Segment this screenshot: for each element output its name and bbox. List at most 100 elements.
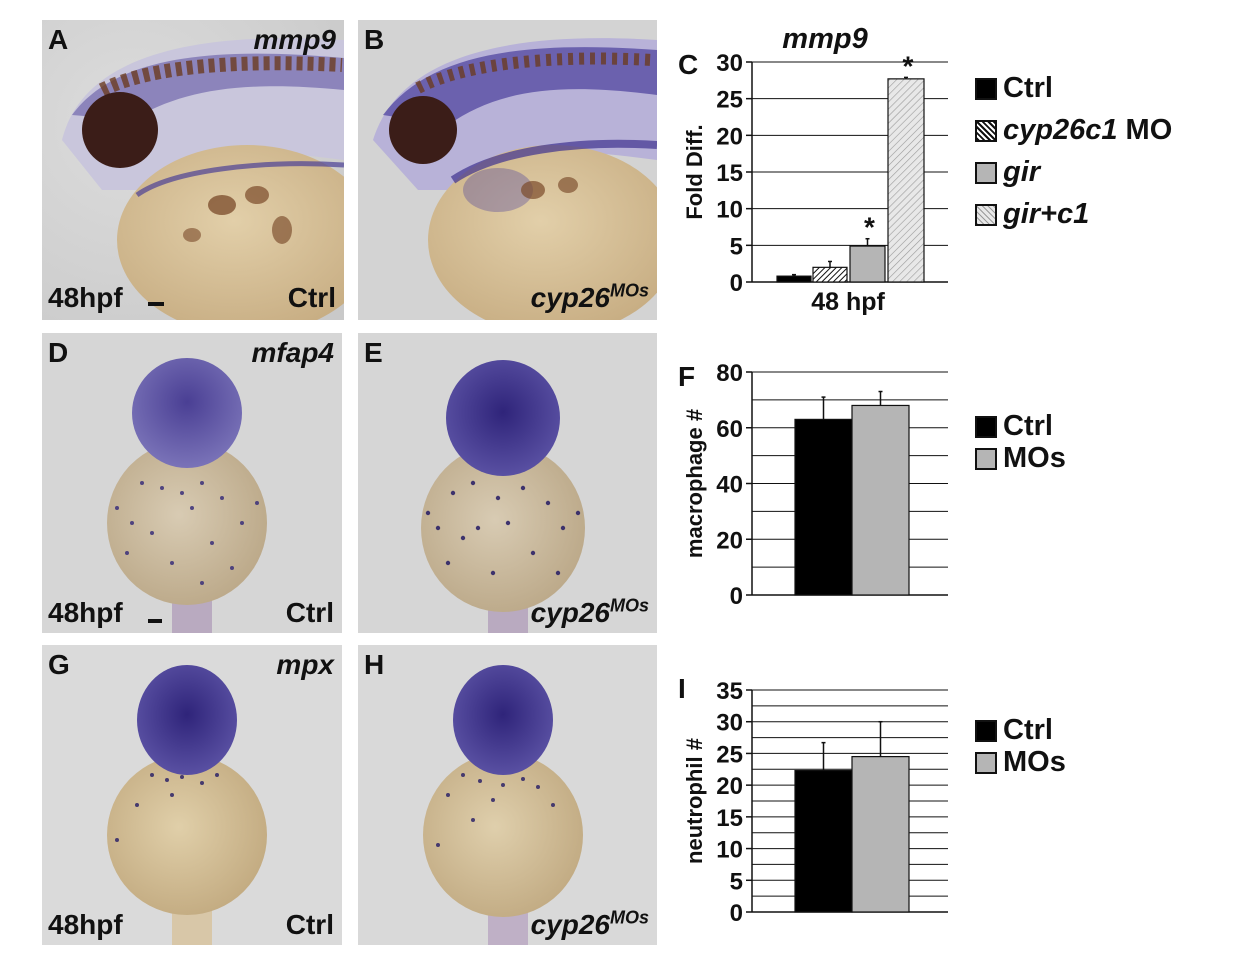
- legend-label: gir: [1003, 156, 1041, 188]
- panel-a-photo: A mmp9 48hpf Ctrl: [42, 20, 344, 320]
- y-tick-label: 0: [730, 270, 743, 297]
- panel-letter: G: [48, 649, 70, 680]
- legend-item: Ctrl: [975, 716, 1053, 745]
- panel-b-photo: B cyp26MOs: [358, 20, 657, 320]
- y-tick-label: 0: [730, 583, 743, 610]
- condition-text: cyp26: [530, 597, 610, 628]
- condition-label: cyp26MOs: [530, 595, 649, 628]
- legend-label: MOs: [1003, 442, 1066, 474]
- embryo-lateral-image: [358, 20, 657, 320]
- y-axis-label: macrophage #: [682, 409, 707, 558]
- y-tick-label: 20: [716, 527, 743, 554]
- panel-letter: C: [678, 49, 698, 80]
- legend-label: MO: [1117, 114, 1173, 146]
- legend-label: Ctrl: [1003, 410, 1053, 442]
- legend-swatch: [975, 447, 997, 470]
- stage-label: 48hpf: [48, 282, 123, 313]
- condition-text: cyp26: [530, 282, 610, 313]
- condition-label: Ctrl: [285, 909, 334, 940]
- panel-letter: I: [678, 673, 686, 704]
- y-tick-label: 30: [716, 50, 743, 77]
- condition-superscript: MOs: [609, 280, 649, 301]
- y-tick-label: 80: [716, 360, 743, 387]
- y-tick-label: 5: [730, 233, 743, 260]
- y-tick-label: 25: [716, 741, 743, 768]
- legend-item: MOs: [975, 748, 1066, 777]
- significance-star: *: [903, 50, 914, 81]
- condition-superscript: MOs: [609, 595, 649, 616]
- embryo-lateral-image: [42, 20, 344, 320]
- y-tick-label: 30: [716, 710, 743, 737]
- legend-item: gir: [975, 158, 1040, 187]
- legend-swatch: [975, 719, 997, 742]
- x-axis-label: 48 hpf: [811, 288, 885, 316]
- legend-item: Ctrl: [975, 412, 1053, 441]
- y-tick-label: 60: [716, 416, 743, 443]
- panel-letter: D: [48, 337, 69, 368]
- condition-label: cyp26MOs: [530, 280, 649, 313]
- stage-label: 48hpf: [48, 909, 123, 940]
- significance-star: *: [864, 212, 875, 243]
- legend-item: Ctrl: [975, 74, 1053, 103]
- panel-h-photo: H cyp26MOs: [358, 645, 657, 945]
- probe-label: mmp9: [253, 24, 336, 55]
- legend-swatch: [975, 415, 997, 438]
- legend-swatch: [975, 77, 997, 100]
- legend-swatch: [975, 119, 997, 142]
- condition-label: cyp26MOs: [530, 907, 649, 940]
- embryo-dorsal-image: [358, 645, 657, 945]
- bar: [794, 418, 853, 596]
- y-tick-label: 20: [716, 123, 743, 150]
- embryo-dorsal-image: [358, 333, 657, 633]
- bar: [851, 404, 910, 596]
- legend-label: MOs: [1003, 746, 1066, 778]
- embryo-dorsal-image: [42, 333, 342, 633]
- panel-letter: E: [364, 337, 383, 368]
- probe-label: mfap4: [251, 337, 334, 368]
- chart-title: mmp9: [782, 23, 867, 55]
- condition-label: Ctrl: [285, 597, 334, 628]
- legend-item: MOs: [975, 444, 1066, 473]
- legend-swatch: [975, 203, 997, 226]
- panel-letter: F: [678, 361, 695, 392]
- bar: [851, 755, 910, 913]
- condition-superscript: MOs: [609, 907, 649, 928]
- panel-letter: H: [364, 649, 385, 680]
- y-tick-label: 25: [716, 87, 743, 114]
- y-tick-label: 20: [716, 773, 743, 800]
- legend-label: cyp26c1: [1003, 114, 1118, 146]
- embryo-dorsal-image: [42, 645, 342, 945]
- legend-swatch: [975, 161, 997, 184]
- chart-i: I 0 5 10 15 20 25 30 35 neutrophil #: [678, 673, 948, 927]
- scale-bar: [148, 302, 164, 306]
- bar: [776, 275, 812, 283]
- stage-label: 48hpf: [48, 597, 123, 628]
- y-tick-label: 35: [716, 678, 743, 705]
- scale-bar: [148, 619, 162, 623]
- y-tick-label: 10: [716, 197, 743, 224]
- legend-item: gir+c1: [975, 200, 1089, 229]
- y-axis-label: neutrophil #: [682, 738, 707, 864]
- bar: [812, 266, 848, 283]
- legend-label: Ctrl: [1003, 72, 1053, 104]
- legend-label: Ctrl: [1003, 714, 1053, 746]
- panel-g-photo: G mpx 48hpf Ctrl: [42, 645, 342, 945]
- panel-letter: A: [48, 24, 69, 55]
- y-tick-label: 40: [716, 472, 743, 499]
- probe-label: mpx: [276, 649, 334, 680]
- y-tick-label: 0: [730, 900, 743, 927]
- y-tick-label: 15: [716, 805, 743, 832]
- panel-d-photo: D mfap4 48hpf Ctrl: [42, 333, 342, 633]
- condition-label: Ctrl: [287, 282, 336, 313]
- y-axis-label: Fold Diff.: [682, 124, 707, 219]
- chart-f: F 0 20 40 60 80 macrophage #: [678, 360, 948, 610]
- legend-item: cyp26c1 MO: [975, 116, 1172, 145]
- legend-label: gir+c1: [1003, 198, 1090, 230]
- panel-e-photo: E cyp26MOs: [358, 333, 657, 633]
- bar: [887, 78, 925, 283]
- condition-text: cyp26: [530, 909, 610, 940]
- y-tick-label: 5: [730, 868, 743, 895]
- y-tick-label: 10: [716, 837, 743, 864]
